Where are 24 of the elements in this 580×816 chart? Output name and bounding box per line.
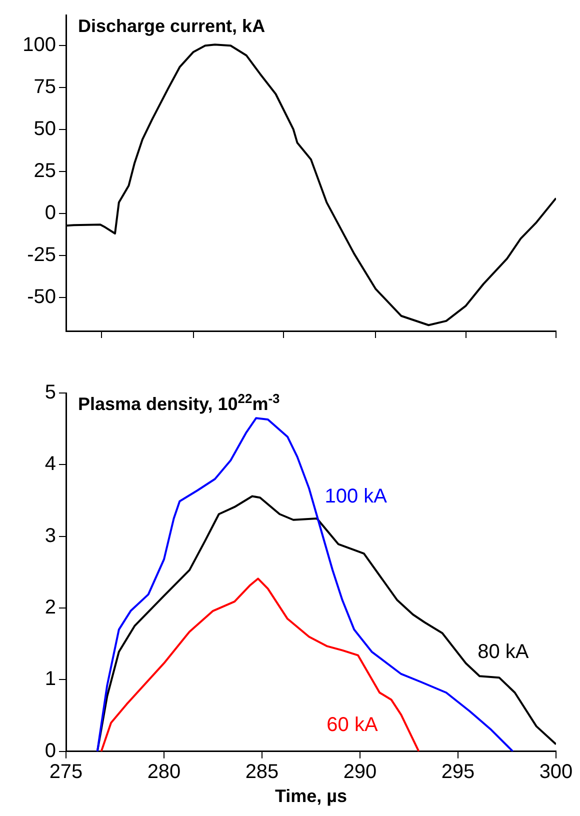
series-label: 80 kA <box>478 640 530 663</box>
x-tick-label: 280 <box>147 760 181 783</box>
y-tick-label: 0 <box>44 202 56 224</box>
y-tick-label: -25 <box>27 244 56 266</box>
chart-title: Discharge current, kA <box>78 16 266 36</box>
y-tick-label: -50 <box>27 286 56 308</box>
series-label: 100 kA <box>324 485 388 508</box>
y-tick-label: 3 <box>44 524 56 547</box>
series-label: 60 kA <box>326 714 378 736</box>
x-tick-label: 300 <box>539 760 573 783</box>
x-tick-label: 295 <box>441 760 475 783</box>
x-tick-label: 290 <box>343 760 377 783</box>
y-tick-label: 100 <box>22 34 56 56</box>
y-tick-label: 25 <box>34 160 56 182</box>
y-tick-label: 1 <box>44 668 56 690</box>
y-tick-label: 5 <box>44 382 56 404</box>
x-tick-label: 275 <box>49 760 83 783</box>
y-tick-label: 50 <box>34 118 56 140</box>
y-tick-label: 2 <box>44 596 56 619</box>
x-tick-label: 285 <box>245 760 279 783</box>
x-axis-title: Time, µs <box>274 786 348 806</box>
y-tick-label: 0 <box>44 740 56 762</box>
y-tick-label: 4 <box>44 453 56 476</box>
y-tick-label: 75 <box>34 76 56 98</box>
